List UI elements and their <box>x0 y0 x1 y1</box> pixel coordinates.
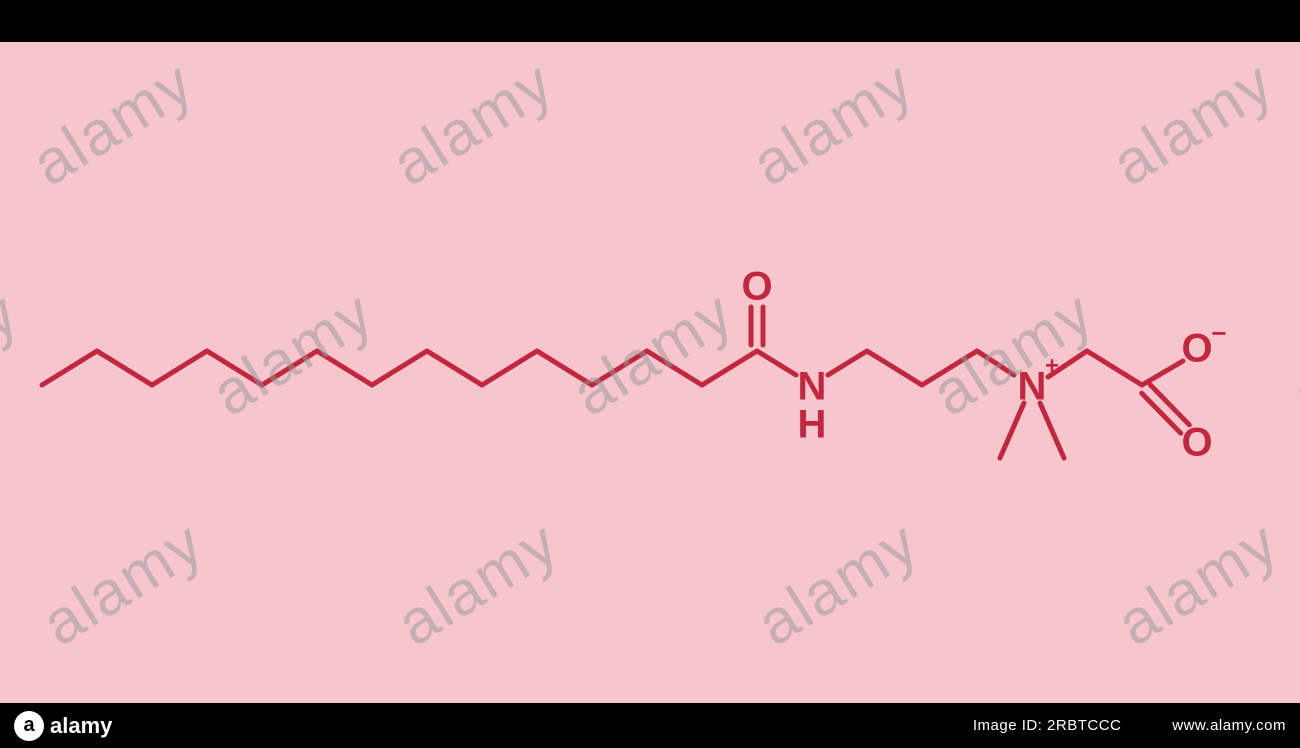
svg-text:O: O <box>741 265 772 309</box>
image-id-and-url: Image ID: 2RBTCCC — www.alamy.com <box>973 717 1286 734</box>
svg-text:H: H <box>798 403 827 447</box>
svg-text:−: − <box>1211 318 1226 348</box>
bottom-bar: a alamy Image ID: 2RBTCCC — www.alamy.co… <box>0 703 1300 748</box>
alamy-logo-text: alamy <box>50 713 112 739</box>
image-id-text: Image ID: 2RBTCCC <box>973 717 1122 734</box>
svg-text:O: O <box>1181 421 1212 465</box>
svg-text:O: O <box>1181 327 1212 371</box>
alamy-logo-mark: a <box>14 711 44 741</box>
alamy-logo: a alamy <box>14 711 112 741</box>
image-url-text: www.alamy.com <box>1172 717 1286 734</box>
